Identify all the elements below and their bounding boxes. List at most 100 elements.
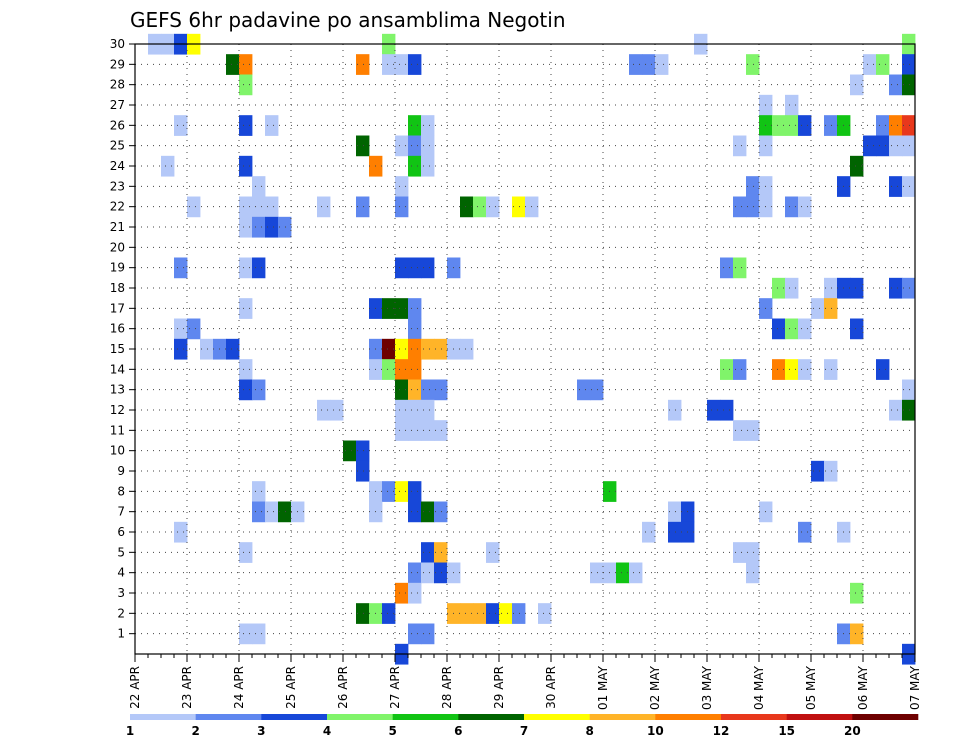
- heatmap-cell: [629, 54, 643, 75]
- heatmap-cell: [408, 501, 422, 523]
- heatmap-cell: [174, 318, 188, 340]
- heatmap-cell: [720, 257, 734, 279]
- y-tick-label: 1: [117, 627, 125, 641]
- heatmap-cell: [434, 501, 448, 523]
- heatmap-cell: [408, 359, 422, 380]
- x-tick-label: 23 APR: [180, 666, 194, 709]
- y-tick-label: 29: [110, 57, 125, 71]
- heatmap-cell: [629, 562, 643, 584]
- heatmap-cell: [655, 54, 669, 75]
- heatmap-cell: [746, 542, 760, 563]
- colorbar-label: 5: [388, 724, 396, 738]
- heatmap-cell: [902, 277, 916, 299]
- heatmap-cell: [356, 135, 370, 157]
- heatmap-cell: [421, 399, 435, 421]
- heatmap-cells: [148, 33, 916, 665]
- heatmap-cell: [577, 379, 591, 401]
- heatmap-cell: [226, 338, 240, 360]
- heatmap-cell: [850, 277, 864, 299]
- heatmap-cell: [252, 176, 266, 197]
- x-tick-label: 24 APR: [232, 666, 246, 709]
- heatmap-cell: [902, 135, 916, 157]
- y-tick-label: 8: [117, 484, 125, 498]
- heatmap-cell: [200, 338, 214, 360]
- heatmap-cell: [408, 54, 422, 75]
- heatmap-cell: [226, 54, 240, 75]
- heatmap-cell: [408, 623, 422, 645]
- heatmap-cell: [382, 298, 396, 319]
- heatmap-cell: [239, 54, 253, 75]
- heatmap-cell: [798, 115, 812, 136]
- heatmap-cell: [395, 420, 409, 441]
- heatmap-cell: [239, 298, 253, 319]
- heatmap-cell: [421, 542, 435, 563]
- heatmap-cell: [395, 298, 409, 319]
- heatmap-cell: [265, 216, 279, 238]
- heatmap-cell: [746, 420, 760, 441]
- y-tick-label: 16: [110, 322, 125, 336]
- y-tick-label: 3: [117, 586, 125, 600]
- heatmap-cell: [356, 196, 370, 218]
- heatmap-cell: [889, 277, 903, 299]
- heatmap-cell: [772, 318, 786, 340]
- heatmap-cell: [746, 562, 760, 584]
- heatmap-cell: [395, 379, 409, 401]
- heatmap-cell: [785, 318, 799, 340]
- heatmap-cell: [850, 74, 864, 96]
- heatmap-cell: [889, 135, 903, 157]
- heatmap-cell: [720, 359, 734, 380]
- colorbar-swatch: [327, 714, 393, 720]
- heatmap-cell: [772, 277, 786, 299]
- heatmap-cell: [421, 257, 435, 279]
- heatmap-cell: [239, 216, 253, 238]
- heatmap-cell: [408, 135, 422, 157]
- heatmap-cell: [863, 54, 877, 75]
- heatmap-cell: [330, 399, 344, 421]
- heatmap-cell: [512, 196, 526, 218]
- colorbar-label: 20: [844, 724, 861, 738]
- heatmap-cell: [252, 379, 266, 401]
- heatmap-cell: [421, 420, 435, 441]
- heatmap-cell: [356, 440, 370, 462]
- dotted-grid: [135, 44, 915, 654]
- y-tick-label: 26: [110, 118, 125, 132]
- heatmap-cell: [824, 298, 838, 319]
- heatmap-cell: [174, 257, 188, 279]
- heatmap-cell: [811, 460, 825, 482]
- x-tick-label: 25 APR: [284, 666, 298, 709]
- heatmap-cell: [889, 399, 903, 421]
- colorbar-swatch: [130, 714, 196, 720]
- heatmap-cell: [174, 115, 188, 136]
- heatmap-cell: [785, 359, 799, 380]
- y-tick-label: 2: [117, 606, 125, 620]
- x-tick-label: 03 MAY: [700, 665, 714, 710]
- heatmap-cell: [252, 501, 266, 523]
- y-tick-label: 21: [110, 220, 125, 234]
- colorbar-label: 15: [778, 724, 795, 738]
- heatmap-cell: [382, 54, 396, 75]
- y-tick-label: 20: [110, 240, 125, 254]
- heatmap-cell: [395, 582, 409, 604]
- heatmap-cell: [473, 196, 487, 218]
- heatmap-cell: [733, 420, 747, 441]
- heatmap-cell: [252, 257, 266, 279]
- y-tick-label: 15: [110, 342, 125, 356]
- heatmap-cell: [408, 481, 422, 502]
- heatmap-cell: [746, 176, 760, 197]
- heatmap-cell: [421, 562, 435, 584]
- colorbar-swatch: [852, 714, 919, 720]
- heatmap-cell: [382, 603, 396, 624]
- y-axis-ticks: 1234567891011121314151617181920212223242…: [110, 37, 135, 641]
- heatmap-cell: [265, 196, 279, 218]
- heatmap-cell: [408, 582, 422, 604]
- heatmap-cell: [239, 74, 253, 96]
- heatmap-cell: [733, 196, 747, 218]
- heatmap-cell: [239, 379, 253, 401]
- heatmap-cell: [668, 521, 682, 543]
- heatmap-cell: [239, 155, 253, 177]
- heatmap-cell: [876, 135, 890, 157]
- chart-title: GEFS 6hr padavine po ansamblima Negotin: [130, 8, 566, 32]
- heatmap-cell: [421, 155, 435, 177]
- heatmap-cell: [707, 399, 721, 421]
- heatmap-cell: [395, 359, 409, 380]
